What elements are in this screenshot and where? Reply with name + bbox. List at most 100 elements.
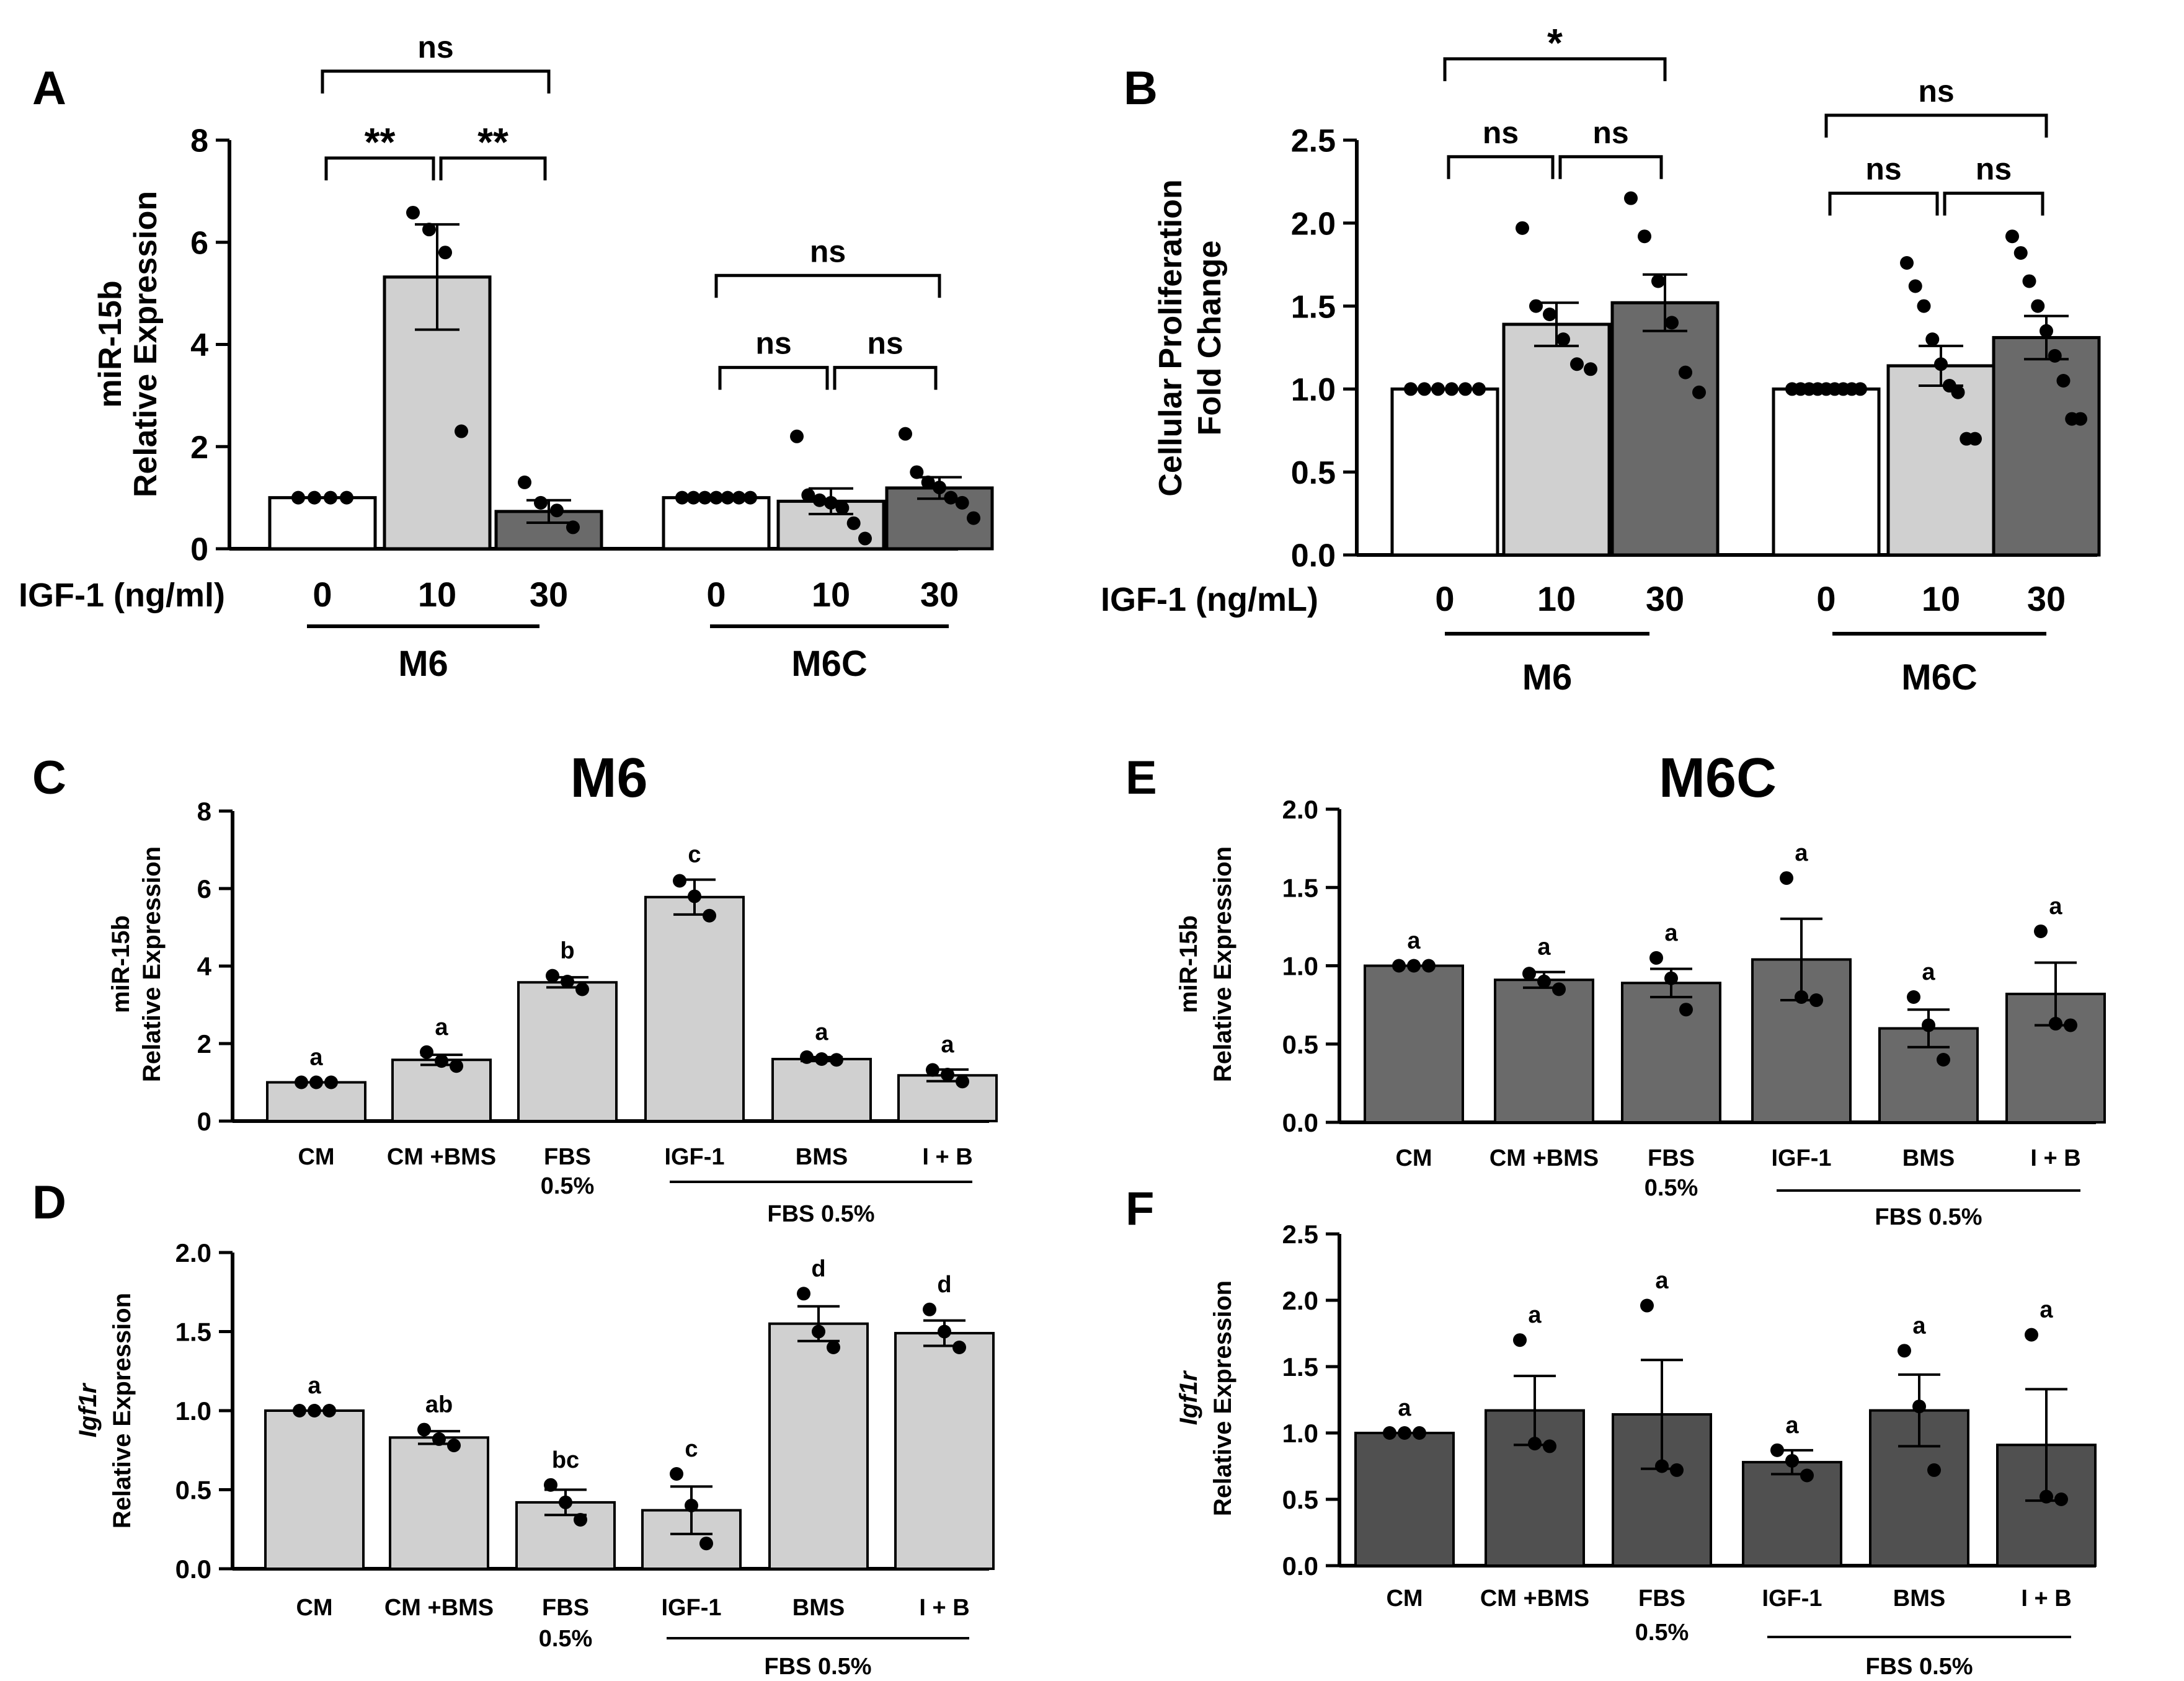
data-point <box>324 1075 338 1089</box>
significance-letter: c <box>685 1436 698 1462</box>
x-dose-label: 30 <box>1646 579 1684 618</box>
data-point <box>846 516 861 530</box>
data-point <box>801 488 815 502</box>
data-point <box>815 1052 828 1066</box>
data-point <box>1809 993 1823 1008</box>
data-point <box>2074 412 2087 426</box>
y-tick-label: 0 <box>190 532 208 568</box>
data-point <box>2005 229 2019 244</box>
significance-bracket <box>718 366 829 390</box>
data-point <box>450 1059 463 1073</box>
data-point <box>324 490 337 505</box>
y-tick-label: 1.5 <box>175 1318 211 1347</box>
x-dose-label: 0 <box>1435 579 1454 618</box>
x-category-label: IGF-1 <box>1762 1586 1822 1612</box>
data-point <box>812 1324 825 1339</box>
significance-label: * <box>1547 20 1563 65</box>
data-point <box>1664 971 1678 985</box>
data-point <box>1537 974 1551 988</box>
x-category-label: FBS <box>1638 1586 1685 1612</box>
data-point <box>1679 1003 1693 1017</box>
data-point <box>1383 1426 1396 1440</box>
data-point <box>534 495 548 510</box>
x-category-label: 0.5% <box>539 1626 593 1652</box>
significance-label: ns <box>1976 152 2012 187</box>
data-point <box>2048 348 2062 363</box>
x-category-label: FBS <box>542 1595 589 1621</box>
y-tick-label: 0.5 <box>175 1476 211 1505</box>
y-tick-label: 2.5 <box>1282 1220 1318 1249</box>
data-point <box>1398 1426 1411 1440</box>
data-point <box>550 503 564 518</box>
x-category-label: I + B <box>2021 1586 2071 1612</box>
data-point <box>1431 382 1445 396</box>
data-point <box>1795 990 1808 1004</box>
data-point <box>546 969 559 983</box>
x-category-label: CM +BMS <box>387 1144 496 1170</box>
x-category-label: BMS <box>1893 1586 1945 1612</box>
significance-label: ns <box>417 30 453 64</box>
significance-letter: a <box>1664 920 1678 946</box>
x-dose-label: 10 <box>418 575 456 614</box>
significance-letter: bc <box>552 1447 579 1473</box>
data-point <box>1472 382 1486 396</box>
bar-m6-30 <box>1610 301 1720 557</box>
x-category-label: 0.5% <box>541 1173 595 1199</box>
fbs-group-label: FBS 0.5% <box>767 1201 874 1227</box>
data-point <box>952 1341 966 1354</box>
data-point <box>1651 274 1665 288</box>
bar-m6-10 <box>1502 322 1611 557</box>
y-tick-label: 0.0 <box>1291 538 1336 574</box>
data-point <box>2064 1018 2077 1032</box>
data-point <box>1516 221 1529 235</box>
y-tick-label: 0.0 <box>175 1555 211 1584</box>
data-point <box>699 1537 713 1551</box>
group-label: M6C <box>791 644 867 684</box>
data-point <box>308 1404 321 1417</box>
data-point <box>1853 382 1867 396</box>
x-category-label: BMS <box>1902 1145 1955 1171</box>
significance-label: ns <box>810 234 846 268</box>
data-point <box>835 501 850 515</box>
data-point <box>703 908 716 923</box>
y-tick-label: 2 <box>197 1029 211 1058</box>
y-axis-label: Fold Change <box>1192 241 1228 436</box>
data-point <box>1922 1018 1935 1032</box>
fbs-group-label: FBS 0.5% <box>1865 1654 1973 1680</box>
panel-a-miR15b-igf1-dose: 0 2 4 6 8 miR-15b Relative Expression A 0 10 30 0 10… <box>19 30 994 684</box>
bar-cm-bms <box>389 1436 489 1571</box>
y-tick-label: 8 <box>190 123 208 159</box>
data-point <box>417 1422 431 1437</box>
significance-letter: a <box>941 1032 954 1058</box>
y-tick-label: 1.5 <box>1282 873 1318 902</box>
x-category-label: CM <box>1395 1145 1432 1171</box>
significance-letter: a <box>1795 840 1808 866</box>
data-point <box>1927 1463 1941 1477</box>
y-tick-label: 8 <box>197 797 211 826</box>
x-category-label: CM <box>296 1595 332 1621</box>
significance-letter: a <box>1537 934 1551 960</box>
bar-m6-0 <box>268 496 377 551</box>
y-axis-label: Igf1r <box>74 1382 102 1437</box>
data-point <box>2034 924 2048 938</box>
panel-letter: E <box>1125 752 1157 804</box>
y-tick-label: 1.5 <box>1282 1352 1318 1382</box>
x-category-label: I + B <box>2030 1145 2080 1171</box>
data-point <box>685 1499 698 1512</box>
data-point <box>2040 1489 2053 1504</box>
x-dose-label: 0 <box>1816 579 1836 618</box>
x-category-label: 0.5% <box>1635 1620 1689 1646</box>
data-point <box>797 1287 810 1301</box>
data-point <box>435 1054 448 1068</box>
significance-letter: d <box>937 1272 951 1298</box>
y-axis-label: Relative Expression <box>1209 1280 1236 1516</box>
significance-letter: a <box>1528 1302 1542 1328</box>
data-point <box>1692 385 1706 399</box>
data-point <box>420 1045 433 1059</box>
significance-letter: a <box>1398 1395 1411 1421</box>
x-category-label: FBS <box>1648 1145 1695 1171</box>
data-point <box>1679 365 1692 379</box>
significance-bracket <box>714 273 941 298</box>
group-label: M6C <box>1901 657 1977 698</box>
